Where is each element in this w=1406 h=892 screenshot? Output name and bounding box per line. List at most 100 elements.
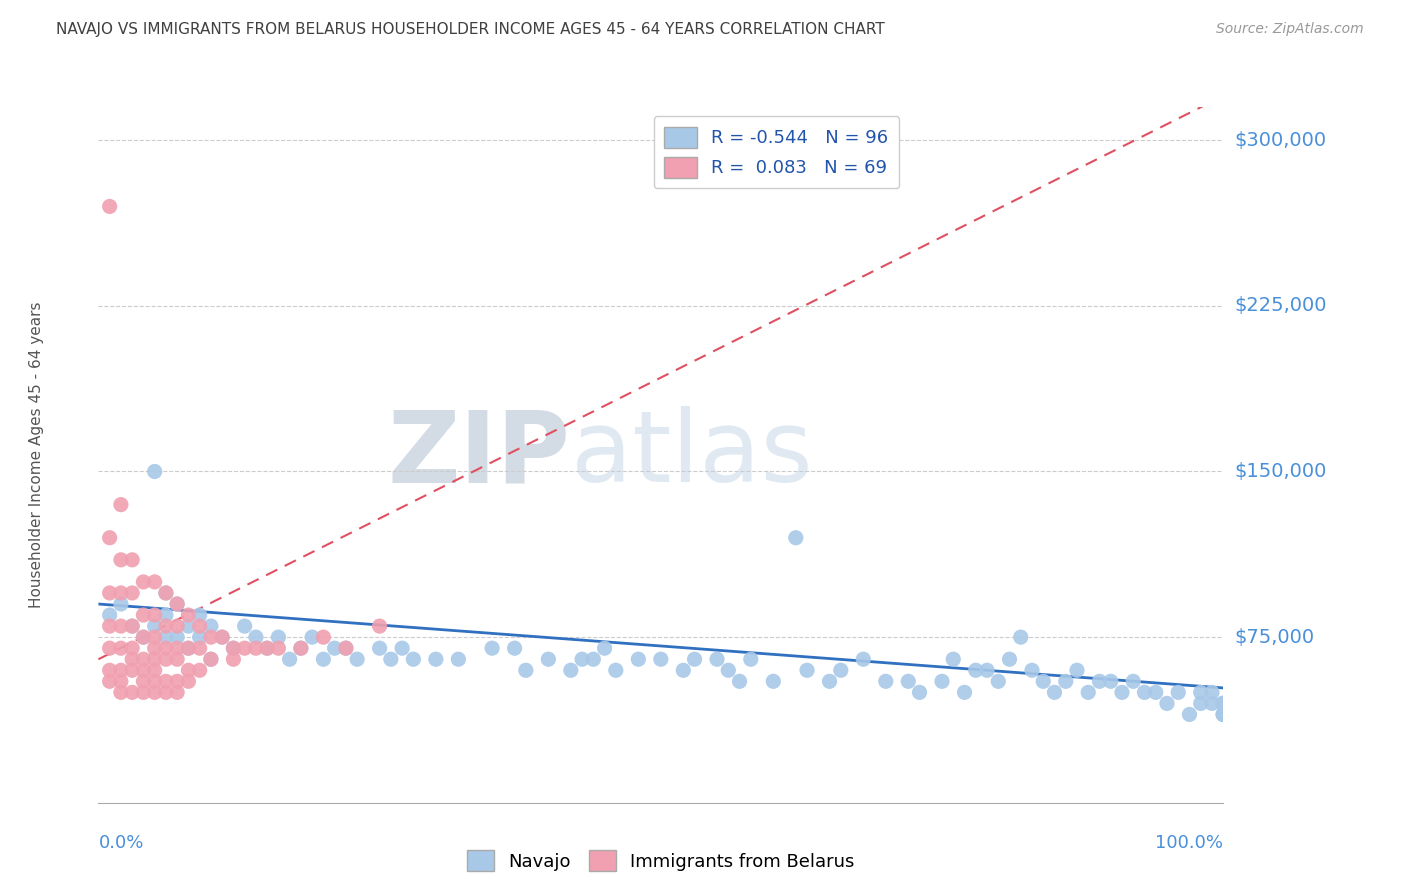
- Point: [132, 685, 155, 699]
- Point: [110, 498, 132, 512]
- Point: [110, 586, 132, 600]
- Point: [931, 674, 953, 689]
- Point: [256, 641, 278, 656]
- Point: [818, 674, 841, 689]
- Point: [1212, 697, 1234, 711]
- Point: [368, 619, 391, 633]
- Point: [1212, 697, 1234, 711]
- Point: [1189, 697, 1212, 711]
- Point: [672, 663, 695, 677]
- Point: [222, 641, 245, 656]
- Point: [132, 630, 155, 644]
- Point: [166, 597, 188, 611]
- Point: [1178, 707, 1201, 722]
- Point: [1212, 707, 1234, 722]
- Point: [605, 663, 627, 677]
- Point: [312, 630, 335, 644]
- Point: [290, 641, 312, 656]
- Point: [155, 685, 177, 699]
- Point: [706, 652, 728, 666]
- Point: [233, 619, 256, 633]
- Point: [110, 685, 132, 699]
- Point: [627, 652, 650, 666]
- Point: [425, 652, 447, 666]
- Point: [1010, 630, 1032, 644]
- Point: [335, 641, 357, 656]
- Point: [593, 641, 616, 656]
- Point: [346, 652, 368, 666]
- Text: $75,000: $75,000: [1234, 628, 1315, 647]
- Point: [177, 674, 200, 689]
- Text: 100.0%: 100.0%: [1156, 834, 1223, 852]
- Point: [143, 663, 166, 677]
- Point: [188, 641, 211, 656]
- Point: [155, 586, 177, 600]
- Point: [110, 597, 132, 611]
- Point: [121, 619, 143, 633]
- Point: [650, 652, 672, 666]
- Point: [683, 652, 706, 666]
- Point: [1133, 685, 1156, 699]
- Point: [256, 641, 278, 656]
- Point: [121, 685, 143, 699]
- Point: [177, 619, 200, 633]
- Point: [953, 685, 976, 699]
- Point: [728, 674, 751, 689]
- Point: [155, 630, 177, 644]
- Text: 0.0%: 0.0%: [98, 834, 143, 852]
- Point: [132, 608, 155, 623]
- Point: [560, 663, 582, 677]
- Point: [121, 663, 143, 677]
- Text: $225,000: $225,000: [1234, 296, 1327, 316]
- Point: [1021, 663, 1043, 677]
- Point: [1201, 685, 1223, 699]
- Point: [1212, 707, 1234, 722]
- Point: [1032, 674, 1054, 689]
- Point: [98, 641, 121, 656]
- Point: [335, 641, 357, 656]
- Point: [323, 641, 346, 656]
- Point: [155, 652, 177, 666]
- Point: [1144, 685, 1167, 699]
- Point: [503, 641, 526, 656]
- Point: [177, 641, 200, 656]
- Point: [762, 674, 785, 689]
- Point: [121, 619, 143, 633]
- Point: [582, 652, 605, 666]
- Point: [1156, 697, 1178, 711]
- Point: [143, 465, 166, 479]
- Point: [1212, 697, 1234, 711]
- Point: [830, 663, 852, 677]
- Point: [1054, 674, 1077, 689]
- Point: [143, 641, 166, 656]
- Point: [1167, 685, 1189, 699]
- Point: [166, 685, 188, 699]
- Point: [110, 674, 132, 689]
- Point: [200, 652, 222, 666]
- Text: atlas: atlas: [571, 407, 813, 503]
- Point: [166, 619, 188, 633]
- Point: [177, 641, 200, 656]
- Point: [987, 674, 1010, 689]
- Point: [155, 586, 177, 600]
- Point: [942, 652, 965, 666]
- Point: [537, 652, 560, 666]
- Point: [155, 619, 177, 633]
- Point: [290, 641, 312, 656]
- Point: [785, 531, 807, 545]
- Point: [796, 663, 818, 677]
- Point: [143, 685, 166, 699]
- Point: [1043, 685, 1066, 699]
- Point: [1212, 697, 1234, 711]
- Point: [121, 641, 143, 656]
- Point: [132, 652, 155, 666]
- Point: [897, 674, 920, 689]
- Point: [233, 641, 256, 656]
- Point: [110, 663, 132, 677]
- Point: [515, 663, 537, 677]
- Point: [312, 652, 335, 666]
- Point: [143, 674, 166, 689]
- Point: [571, 652, 593, 666]
- Point: [447, 652, 470, 666]
- Point: [1077, 685, 1099, 699]
